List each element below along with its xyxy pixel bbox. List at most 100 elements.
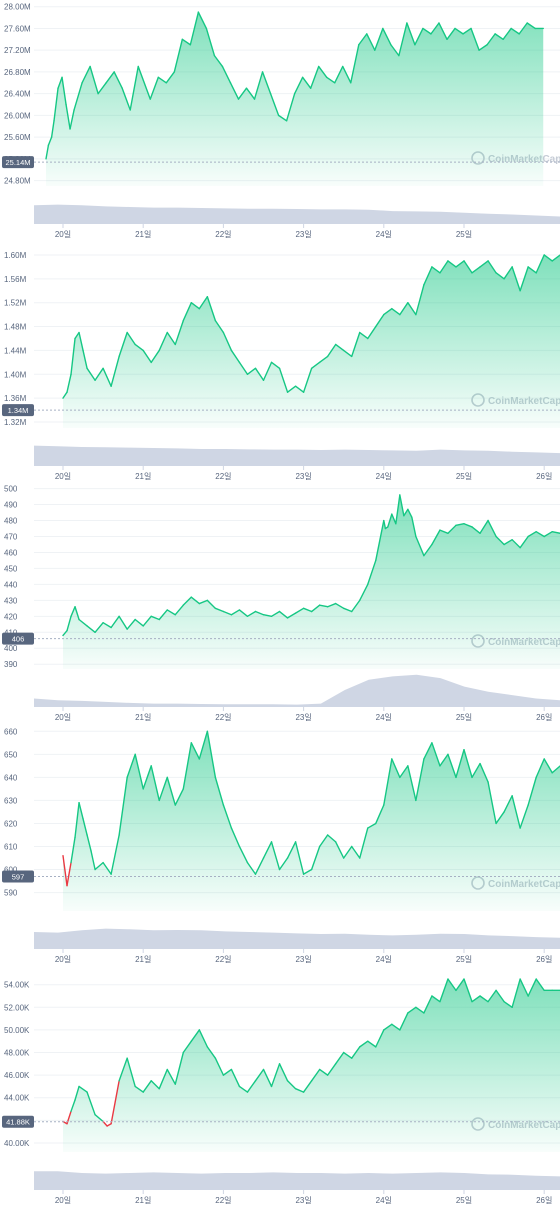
price-line-segment — [221, 65, 232, 84]
price-line-segment — [118, 1057, 128, 1082]
price-line-segment — [310, 604, 321, 613]
price-line-segment — [165, 71, 176, 84]
price-line-segment — [302, 607, 313, 613]
y-tick-label: 590 — [4, 889, 18, 898]
price-line-segment — [270, 1063, 281, 1088]
price-line-segment — [374, 27, 384, 51]
price-line-segment — [89, 65, 99, 95]
price-line-segment — [326, 343, 337, 358]
price-line-segment — [86, 367, 96, 381]
price-line-segment — [447, 260, 457, 268]
price-line-segment — [142, 615, 152, 627]
price-chart-4[interactable]: 660650640630620610600590CoinMarketCap597… — [0, 725, 560, 964]
price-line-segment — [158, 331, 168, 352]
x-tick-label: 22일 — [215, 713, 231, 722]
price-line-segment — [106, 1123, 112, 1127]
price-line-segment — [113, 71, 123, 89]
x-tick-label: 26일 — [536, 955, 552, 964]
price-line-segment — [62, 855, 68, 887]
price-line-segment — [65, 103, 71, 130]
price-line-segment — [86, 834, 92, 852]
price-line-segment — [479, 519, 489, 534]
price-line-segment — [511, 266, 521, 292]
price-line-segment — [351, 1046, 361, 1059]
price-line-segment — [286, 612, 297, 619]
price-line-segment — [367, 559, 377, 586]
y-tick-label: 460 — [4, 548, 18, 557]
price-line-segment — [391, 307, 401, 316]
price-line-segment — [158, 776, 168, 802]
y-tick-label: 420 — [4, 612, 18, 621]
price-line-segment — [81, 65, 91, 84]
y-tick-label: 610 — [4, 842, 18, 851]
price-chart-2[interactable]: 1.60M 1.56M 1.52M 1.48M 1.44M 1.40M 1.36M 1.32M… — [0, 242, 560, 481]
price-line-segment — [78, 618, 88, 627]
price-line-segment — [527, 776, 537, 806]
price-line-segment — [70, 1099, 76, 1113]
price-line-segment — [198, 296, 209, 310]
price-line-segment — [535, 978, 545, 992]
price-line-segment — [383, 1023, 393, 1031]
price-line-segment — [503, 795, 513, 813]
price-line-segment — [463, 749, 473, 779]
price-line-segment — [342, 65, 352, 84]
price-line-segment — [102, 622, 112, 629]
price-line-segment — [414, 27, 424, 46]
price-line-segment — [230, 827, 241, 848]
y-tick-label: 27.60M — [4, 24, 31, 33]
price-line-segment — [238, 845, 249, 864]
price-line-segment — [142, 349, 152, 364]
price-line-segment — [262, 1068, 273, 1088]
price-line-segment — [454, 27, 464, 35]
price-line-segment — [479, 762, 489, 783]
price-line-segment — [246, 367, 257, 375]
price-line-segment — [74, 606, 80, 621]
price-line-segment — [270, 610, 281, 618]
price-line-segment — [343, 349, 353, 358]
price-line-segment — [367, 822, 377, 829]
price-line-segment — [149, 76, 159, 100]
price-line-segment — [447, 524, 457, 534]
y-tick-label: 400 — [4, 644, 18, 653]
price-line-segment — [359, 1040, 369, 1048]
price-line-segment — [423, 266, 433, 286]
price-line-segment — [398, 22, 408, 57]
price-line-segment — [391, 758, 401, 779]
price-line-segment — [310, 361, 321, 370]
price-line-segment — [278, 1063, 289, 1082]
y-tick-label: 27.20M — [4, 46, 31, 55]
price-line-segment — [431, 995, 441, 1003]
price-line-segment — [455, 978, 465, 992]
price-line-segment — [158, 609, 168, 621]
x-tick-label: 20일 — [55, 955, 71, 964]
price-chart-1[interactable]: 28.00M 27.60M 27.20M 26.80M 26.40M 26.00M 25.6… — [0, 0, 560, 239]
x-tick-label: 22일 — [215, 1196, 231, 1205]
price-chart-3[interactable]: 500490480470460450440430420410400390Coin… — [0, 483, 560, 722]
x-tick-label: 20일 — [55, 713, 71, 722]
price-line-segment — [318, 604, 329, 608]
x-tick-label: 23일 — [295, 713, 311, 722]
price-line-segment — [543, 758, 553, 774]
price-line-segment — [318, 355, 329, 364]
price-line-segment — [302, 868, 313, 875]
price-line-segment — [150, 349, 160, 364]
price-area-fill — [63, 494, 560, 669]
price-line-segment — [253, 71, 264, 100]
price-line-segment — [181, 38, 192, 46]
price-line-segment — [446, 27, 456, 41]
price-line-segment — [47, 136, 53, 146]
price-line-segment — [317, 65, 328, 79]
price-line-segment — [222, 610, 233, 616]
price-line-segment — [206, 296, 217, 322]
y-tick-label: 1.32M — [4, 418, 27, 427]
price-line-segment — [503, 538, 513, 546]
y-tick-label: 660 — [4, 727, 18, 736]
baseline-badge — [2, 156, 34, 169]
price-line-segment — [301, 76, 312, 89]
price-line-segment — [395, 494, 401, 525]
price-line-segment — [261, 71, 272, 95]
price-line-segment — [351, 331, 361, 358]
price-line-segment — [309, 65, 320, 89]
price-line-segment — [543, 254, 553, 262]
price-chart-5[interactable]: 54.00K52.00K50.00K48.00K46.00K44.00K42.0… — [0, 966, 560, 1205]
